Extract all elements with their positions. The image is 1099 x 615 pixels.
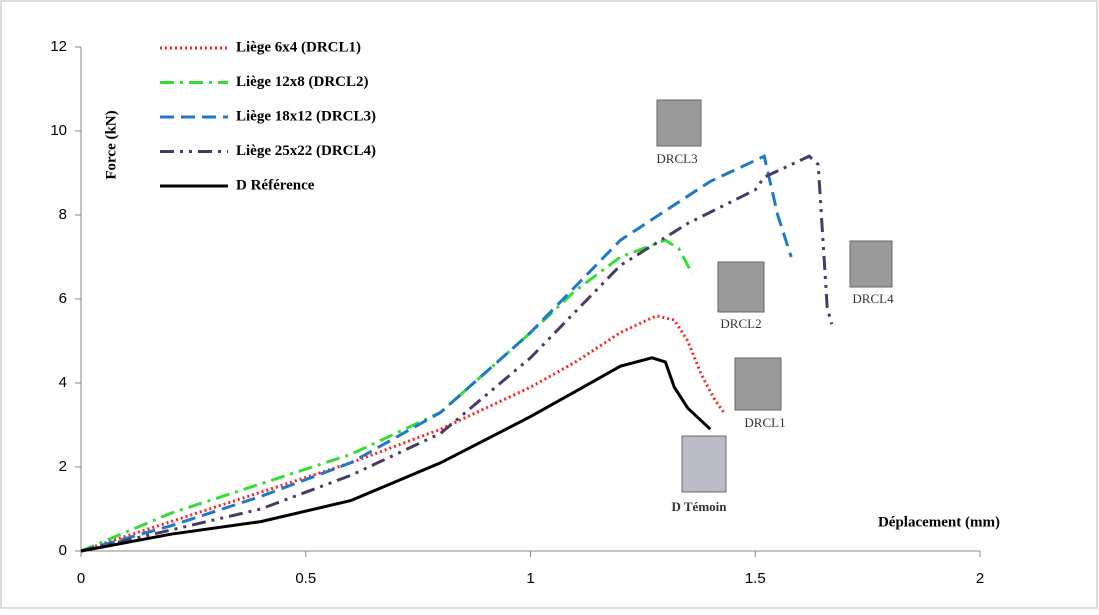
annotation: DRCL3 <box>656 151 697 166</box>
series-line <box>80 356 712 553</box>
x-tick-label: 1 <box>526 570 534 587</box>
y-tick-label: 12 <box>50 38 67 55</box>
y-tick-label: 4 <box>59 374 67 391</box>
y-tick-label: 8 <box>59 206 67 223</box>
photo <box>734 357 782 411</box>
x-tick-label: 1.5 <box>745 570 766 587</box>
photos <box>656 99 893 493</box>
y-tick-label: 10 <box>50 122 67 139</box>
x-axis-label: Déplacement (mm) <box>878 514 1000 530</box>
series-line <box>80 154 834 553</box>
annotation: DRCL4 <box>852 291 894 306</box>
y-tick-label: 6 <box>59 290 67 307</box>
annotation: DRCL2 <box>720 316 761 331</box>
series-line <box>80 154 793 553</box>
legend-label: Liège 25x22 (DRCL4) <box>236 143 376 159</box>
annotation: D Témoin <box>671 499 727 514</box>
legend-label: Liège 12x8 (DRCL2) <box>236 74 368 90</box>
x-tick-label: 0.5 <box>295 570 316 587</box>
photo <box>681 435 727 493</box>
legend-label: Liège 6x4 (DRCL1) <box>236 39 361 55</box>
y-tick-label: 0 <box>59 542 67 559</box>
legend-label: Liège 18x12 (DRCL3) <box>236 108 376 124</box>
legend-label: D Référence <box>236 177 315 193</box>
y-axis-label: Force (kN) <box>103 110 119 179</box>
annotation: DRCL1 <box>744 415 785 430</box>
x-tick-label: 2 <box>976 570 984 587</box>
photo <box>849 240 893 288</box>
y-tick-label: 2 <box>59 458 67 475</box>
photo <box>656 99 702 147</box>
photo <box>717 261 765 313</box>
x-tick-label: 0 <box>77 570 85 587</box>
